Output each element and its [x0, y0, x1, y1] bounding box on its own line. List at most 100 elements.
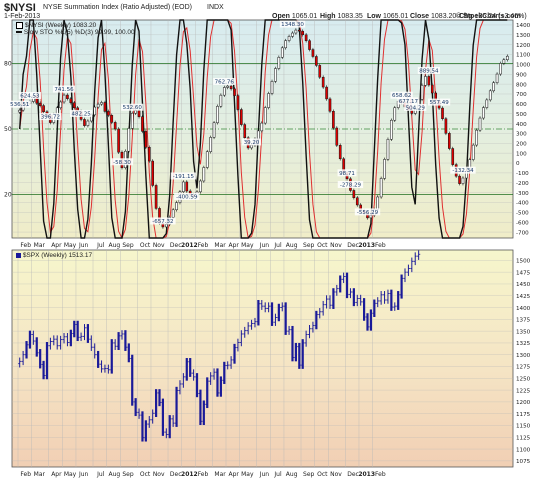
- nysi-candle: [393, 107, 397, 121]
- nysi-value-label: 557.49: [429, 100, 449, 106]
- nysi-candle: [499, 63, 502, 75]
- bottom-x-tick-label: Oct: [140, 471, 151, 478]
- nysi-candle: [427, 76, 431, 86]
- nysi-candle: [260, 122, 264, 132]
- quote-open-label: Open: [272, 13, 290, 20]
- nysi-value-label: 762.76: [215, 79, 235, 85]
- nysi-candle: [240, 109, 243, 125]
- quote-chg-value: +36.24 (+3.46%): [474, 13, 527, 20]
- nysi-candle: [280, 47, 284, 58]
- nysi-value-label: 98.71: [339, 171, 355, 177]
- nysi-candle: [83, 119, 86, 126]
- nysi-candle: [376, 196, 380, 210]
- bottom-panel-layer: [12, 250, 513, 467]
- bottom-x-tick-label: Jul: [96, 471, 105, 478]
- quote-open-value: 1065.01: [291, 13, 318, 20]
- sto-d-line: [19, 19, 508, 240]
- sto-level-label: 80: [4, 61, 12, 68]
- top-x-tick-label: Oct: [140, 242, 151, 249]
- nysi-candle: [141, 116, 144, 132]
- nysi-candle: [72, 102, 76, 109]
- sto-k-line: [19, 19, 508, 239]
- nysi-candle: [171, 209, 175, 218]
- nysi-candle: [482, 107, 485, 119]
- legend-spx-swatch: [16, 252, 21, 258]
- top-x-tick-label: Jun: [78, 242, 89, 249]
- nysi-value-label: -132.34: [452, 168, 474, 174]
- top-y-tick-label: -600: [516, 220, 529, 226]
- nysi-candle: [495, 73, 499, 83]
- nysi-candle: [205, 151, 209, 168]
- nysi-candle: [430, 84, 434, 94]
- bottom-x-tick-label: Nov: [330, 471, 342, 478]
- top-x-tick-label: Sep: [122, 242, 134, 249]
- quote-close: Close 1083.20: [410, 13, 456, 20]
- nysi-candle: [335, 127, 339, 146]
- nysi-candle: [267, 93, 270, 108]
- nysi-value-label-bg: [337, 180, 364, 188]
- nysi-value-label: 658.62: [392, 93, 411, 99]
- nysi-candle: [18, 109, 22, 113]
- nysi-candle: [226, 85, 230, 88]
- nysi-candle: [505, 55, 509, 61]
- nysi-value-label-bg: [18, 91, 42, 99]
- top-y-tick-label: 1300: [516, 33, 531, 39]
- top-y-tick-label: 100: [516, 151, 527, 157]
- nysi-candle: [461, 177, 465, 184]
- nysi-candle: [107, 111, 110, 116]
- nysi-candle: [321, 76, 325, 88]
- bottom-y-tick-label: 1375: [516, 318, 531, 324]
- nysi-value-label-bg: [337, 169, 357, 177]
- nysi-candle: [100, 102, 103, 105]
- top-y-tick-label: -500: [516, 211, 529, 217]
- bottom-y-tick-label: 1150: [516, 424, 531, 430]
- bottom-y-tick-label: 1125: [516, 435, 531, 441]
- bottom-x-tick-label: Dec: [170, 471, 182, 478]
- top-x-tick-label: 2012: [181, 242, 198, 249]
- nysi-candle: [202, 167, 206, 182]
- nysi-candle: [38, 102, 42, 106]
- nysi-candle: [383, 159, 386, 179]
- nysi-value-label: -657.32: [152, 219, 173, 225]
- nysi-value-label: -278.29: [340, 182, 362, 188]
- nysi-candle: [379, 178, 383, 198]
- top-x-tick-label: May: [241, 242, 254, 249]
- top-x-tick-label: Apr: [51, 242, 62, 249]
- bottom-x-tick-label: Jun: [259, 471, 270, 478]
- bottom-x-tick-label: Jun: [78, 471, 89, 478]
- top-y-tick-label: 900: [516, 72, 527, 78]
- nysi-candle: [144, 131, 148, 148]
- nysi-candle: [113, 122, 117, 130]
- bottom-y-tick-label: 1175: [516, 412, 531, 418]
- top-x-tick-label: Feb: [20, 242, 31, 249]
- nysi-candle: [42, 105, 45, 112]
- nysi-candle: [236, 95, 240, 110]
- nysi-value-label-bg: [213, 77, 236, 85]
- axis-layer: 1400130012001100100090080070060050040030…: [4, 23, 531, 478]
- sto-level-label: 50: [4, 126, 12, 133]
- bottom-y-tick-label: 1200: [516, 400, 531, 406]
- bottom-x-tick-label: Sep: [122, 471, 134, 478]
- top-x-tick-label: Jul: [96, 242, 105, 249]
- nysi-candle: [287, 36, 291, 41]
- nysi-candle: [308, 40, 311, 50]
- nysi-candle: [127, 128, 131, 152]
- legend-nysi: $NYSI (Weekly) 1083.20: [16, 22, 96, 29]
- nysi-candle: [478, 117, 482, 131]
- top-y-tick-label: -700: [516, 230, 529, 236]
- top-y-tick-label: 500: [516, 112, 527, 118]
- nysi-candle: [471, 144, 475, 160]
- nysi-candle: [297, 29, 301, 32]
- bottom-x-tick-label: Nov: [153, 471, 165, 478]
- legend-sto: Slow STO %K(5) %D(3) 99.99, 100.00: [16, 29, 135, 36]
- top-x-tick-label: Oct: [317, 242, 328, 249]
- top-y-tick-label: 200: [516, 142, 527, 148]
- bottom-y-tick-label: 1475: [516, 270, 531, 276]
- nysi-candle: [475, 129, 478, 146]
- nysi-value-label-bg: [397, 97, 420, 105]
- bottom-y-tick-label: 1100: [516, 447, 531, 453]
- quote-close-value: 1083.20: [431, 13, 457, 20]
- nysi-candle: [185, 181, 189, 192]
- top-y-tick-label: -100: [516, 171, 529, 177]
